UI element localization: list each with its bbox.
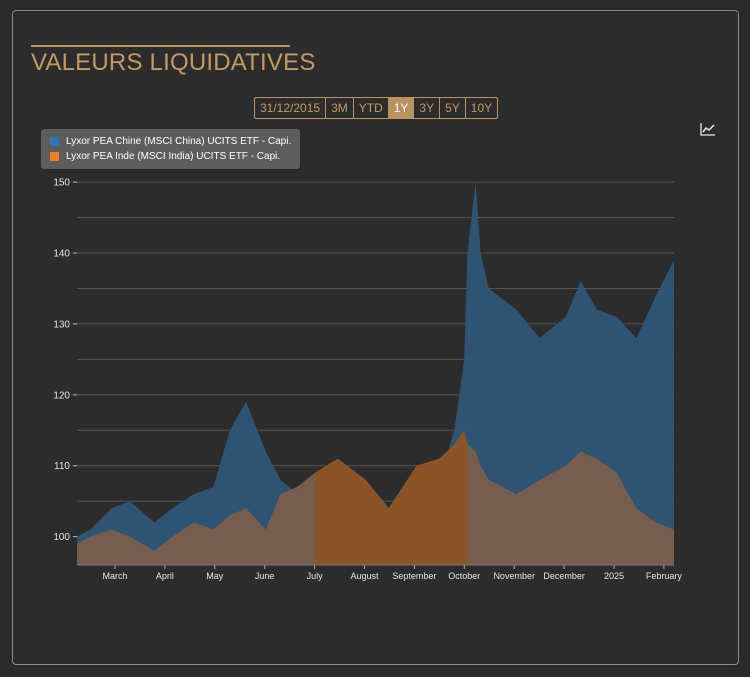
range-button-1y[interactable]: 1Y: [388, 98, 415, 118]
chart-legend: Lyxor PEA Chine (MSCI China) UCITS ETF -…: [41, 129, 300, 169]
x-tick-label: March: [102, 571, 127, 581]
y-axis: 100 110 120 130 140 150: [53, 178, 77, 543]
legend-label-china: Lyxor PEA Chine (MSCI China) UCITS ETF -…: [66, 136, 292, 147]
range-button-ytd[interactable]: YTD: [354, 98, 389, 118]
x-tick-label: November: [493, 571, 535, 581]
range-button-3m[interactable]: 3M: [326, 98, 354, 118]
x-tick-label: 2025: [604, 571, 624, 581]
x-tick-label: October: [448, 571, 480, 581]
legend-item-india[interactable]: Lyxor PEA Inde (MSCI India) UCITS ETF - …: [50, 149, 300, 164]
series-layer: [77, 182, 674, 565]
range-button-since-inception[interactable]: 31/12/2015: [255, 98, 327, 118]
legend-item-china[interactable]: Lyxor PEA Chine (MSCI China) UCITS ETF -…: [50, 134, 300, 149]
page-title: VALEURS LIQUIDATIVES: [31, 49, 316, 76]
x-tick-label: April: [156, 571, 174, 581]
y-tick-label: 120: [53, 390, 70, 401]
x-tick-label: June: [255, 571, 275, 581]
y-tick-label: 150: [53, 178, 70, 189]
range-selector: 31/12/2015 3M YTD 1Y 3Y 5Y 10Y: [254, 97, 499, 119]
range-button-5y[interactable]: 5Y: [440, 98, 466, 118]
range-button-10y[interactable]: 10Y: [470, 101, 493, 115]
x-tick-label: September: [392, 571, 436, 581]
x-tick-label: May: [206, 571, 224, 581]
y-tick-label: 140: [53, 249, 70, 260]
x-axis: March April May June July August September Octo…: [77, 564, 683, 581]
x-tick-label: February: [646, 571, 683, 581]
y-tick-label: 110: [54, 461, 70, 472]
y-tick-label: 130: [53, 319, 70, 330]
x-tick-label: December: [543, 571, 585, 581]
series-china-area: [77, 182, 674, 565]
title-rule: [31, 45, 290, 47]
y-tick-label: 100: [53, 532, 70, 543]
x-tick-label: July: [307, 571, 324, 581]
range-button-3y[interactable]: 3Y: [414, 98, 441, 118]
legend-label-india: Lyxor PEA Inde (MSCI India) UCITS ETF - …: [66, 151, 281, 162]
legend-swatch-india: [50, 152, 59, 161]
legend-swatch-china: [50, 137, 59, 146]
x-tick-label: August: [350, 571, 379, 581]
line-chart-icon[interactable]: [700, 122, 716, 136]
series-india-emphasis-area: [314, 430, 468, 565]
